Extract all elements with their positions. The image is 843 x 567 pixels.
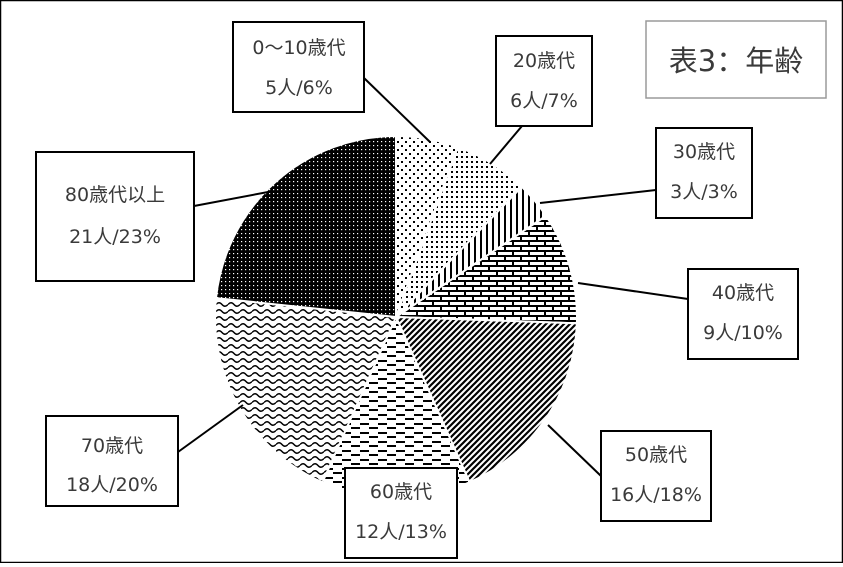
slice-value-label: 18人/20%: [66, 474, 158, 496]
data-label-1: 0〜10歳代 5人/6%: [232, 21, 365, 113]
leader-line-1: [363, 77, 431, 143]
pie-slice-8: [214, 134, 397, 319]
data-label-3: 30歳代 3人/3%: [655, 127, 753, 219]
slice-label: 40歳代: [712, 282, 774, 304]
slice-label: 30歳代: [673, 141, 735, 163]
leader-line-3: [539, 189, 657, 204]
data-label-box: [655, 127, 753, 219]
slice-value-label: 3人/3%: [670, 181, 738, 203]
leader-line-5: [547, 424, 602, 477]
chart-title-box: 表3：年齢: [645, 20, 827, 99]
data-label-6: 60歳代 12人/13%: [344, 467, 458, 559]
data-label-2: 20歳代 6人/7%: [495, 35, 593, 127]
data-labels: 0〜10歳代 5人/6% 20歳代 6人/7% 30歳代 3人/3% 40歳代 9人/10% 5…: [35, 21, 799, 559]
slice-label: 70歳代: [81, 435, 143, 457]
pie-slice-4: [392, 214, 578, 325]
slice-value-label: 5人/6%: [265, 77, 333, 99]
pie-slices: [214, 134, 578, 499]
slice-value-label: 21人/23%: [69, 226, 161, 248]
leader-line-2: [489, 125, 523, 165]
leader-lines: [177, 77, 689, 479]
leader-line-8: [193, 191, 269, 207]
data-label-5: 50歳代 16人/18%: [600, 430, 712, 522]
data-label-box: [495, 35, 593, 127]
slice-value-label: 16人/18%: [610, 484, 702, 506]
slice-label: 60歳代: [370, 481, 432, 503]
data-label-box: [687, 268, 799, 360]
slice-label: 80歳代以上: [65, 184, 165, 206]
slice-label: 50歳代: [625, 444, 687, 466]
leader-line-4: [577, 282, 689, 300]
data-label-box: [344, 467, 458, 559]
data-label-4: 40歳代 9人/10%: [687, 268, 799, 360]
data-label-box: [232, 21, 365, 113]
leader-line-7: [177, 404, 244, 453]
data-label-8: 80歳代以上 21人/23%: [35, 151, 195, 282]
data-label-box: [35, 151, 195, 282]
slice-value-label: 6人/7%: [510, 90, 578, 112]
data-label-7: 70歳代 18人/20%: [45, 415, 179, 507]
pie-slice-5: [394, 315, 578, 484]
data-label-box: [45, 415, 179, 507]
slice-label: 0〜10歳代: [252, 37, 345, 59]
slice-value-label: 12人/13%: [355, 521, 447, 543]
slice-value-label: 9人/10%: [703, 322, 783, 344]
chart-title: 表3：年齢: [669, 44, 803, 78]
slice-label: 20歳代: [513, 50, 575, 72]
data-label-box: [600, 430, 712, 522]
